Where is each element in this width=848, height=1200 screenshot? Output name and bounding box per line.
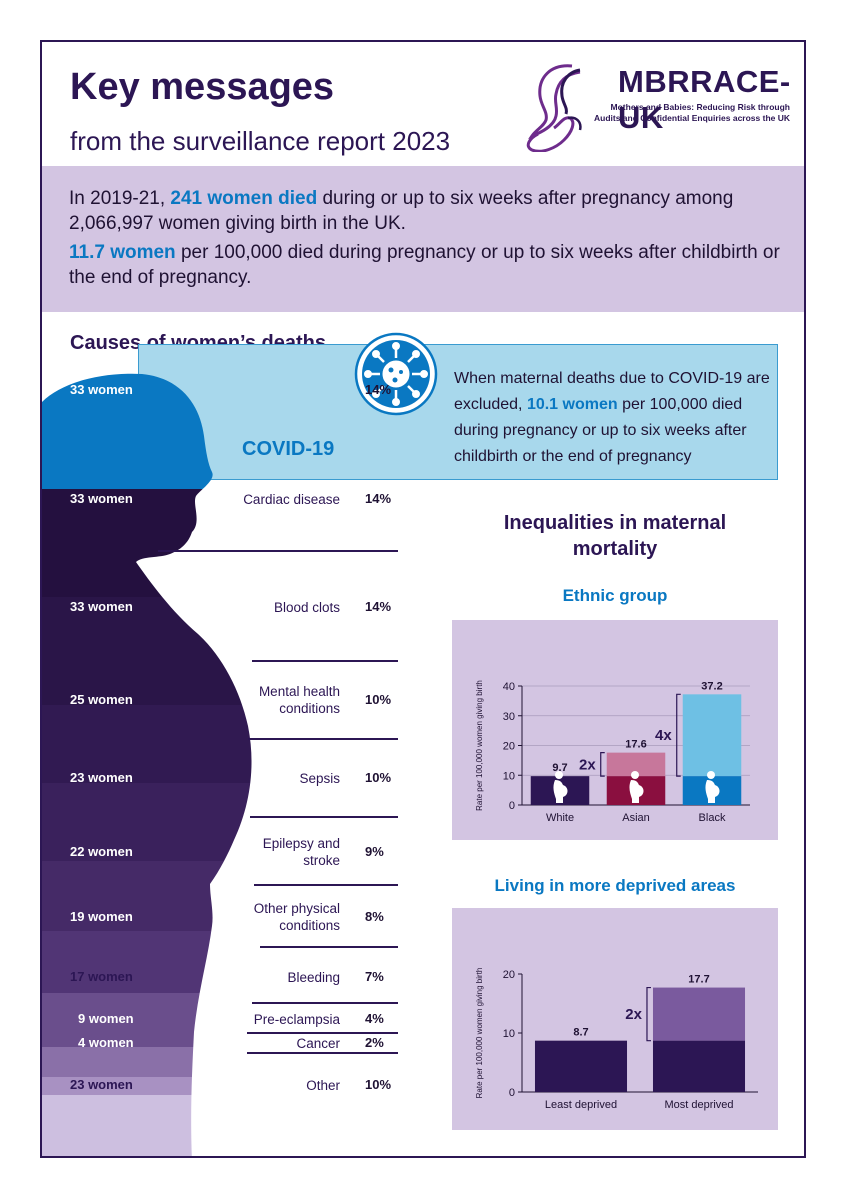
logo-wordmark: MBRRACE-UK bbox=[618, 64, 791, 135]
cause-separator bbox=[247, 1032, 398, 1034]
cause-separator bbox=[250, 816, 398, 818]
cause-count: 23 women bbox=[70, 770, 133, 785]
x-tick-label: Least deprived bbox=[545, 1099, 617, 1111]
page-subtitle: from the surveillance report 2023 bbox=[70, 126, 451, 156]
ethnic-bar-chart: Rate per 100,000 women giving birth 0 10 20… bbox=[475, 680, 750, 824]
multiplier-bracket bbox=[600, 752, 605, 777]
cause-label: Other bbox=[306, 1078, 340, 1093]
y-tick-label: 40 bbox=[503, 681, 515, 693]
ethnic-chart-panel: Rate per 100,000 women giving birth 0 10 20… bbox=[452, 620, 778, 840]
cause-label: Epilepsy and stroke bbox=[262, 836, 340, 868]
mbrrace-logo: MBRRACE-UK Mothers and Babies: Reducing … bbox=[510, 56, 800, 152]
bar-excess bbox=[682, 694, 742, 777]
deprivation-bar-chart: Rate per 100,000 women giving birth 0 10 20… bbox=[475, 968, 758, 1111]
cause-label: COVID-19 bbox=[242, 438, 335, 460]
logo-tagline: Mothers and Babies: Reducing Risk throug… bbox=[594, 102, 790, 123]
covid-note: When maternal deaths due to COVID-19 are… bbox=[454, 370, 770, 465]
x-tick-label: Most deprived bbox=[664, 1099, 733, 1111]
cause-percentage: 14% bbox=[365, 491, 392, 506]
cause-percentage: 10% bbox=[365, 692, 392, 707]
cause-separator bbox=[254, 884, 398, 886]
cause-label: Mental health conditions bbox=[258, 684, 340, 716]
y-tick-label: 20 bbox=[503, 741, 515, 753]
inequalities-title: Inequalities in maternal mortality bbox=[503, 512, 727, 560]
multiplier-label: 2x bbox=[579, 756, 596, 773]
cause-label: Sepsis bbox=[299, 771, 340, 786]
cause-percentage: 10% bbox=[365, 770, 392, 785]
cause-count: 33 women bbox=[70, 599, 133, 614]
infographic-frame: Key messages from the surveillance repor… bbox=[40, 40, 806, 1158]
summary-banner: In 2019-21, 241 women died during or up … bbox=[42, 166, 804, 312]
data-label: 37.2 bbox=[701, 680, 722, 692]
multiplier-bracket bbox=[646, 986, 651, 1042]
cause-percentage: 10% bbox=[365, 1077, 392, 1092]
cause-label: Other physical conditions bbox=[253, 901, 340, 933]
x-tick-label: White bbox=[546, 812, 574, 824]
cause-count: 19 women bbox=[70, 909, 133, 924]
pregnant-woman-icon bbox=[553, 771, 568, 803]
cause-count: 22 women bbox=[70, 844, 133, 859]
deprivation-chart-panel: Rate per 100,000 women giving birth 0 10 20… bbox=[452, 908, 778, 1130]
cause-percentage: 14% bbox=[365, 382, 392, 397]
data-label: 17.6 bbox=[625, 739, 646, 751]
cause-label: Cardiac disease bbox=[243, 492, 340, 507]
multiplier-label: 4x bbox=[655, 727, 672, 744]
cause-separator bbox=[252, 1002, 398, 1004]
summary-line-2: 11.7 women per 100,000 died during pregn… bbox=[69, 242, 780, 288]
data-label: 9.7 bbox=[552, 762, 567, 774]
y-tick-label: 0 bbox=[509, 800, 515, 812]
cause-label: Cancer bbox=[296, 1036, 340, 1051]
covid-callout-box bbox=[138, 344, 778, 480]
mother-baby-icon bbox=[526, 64, 582, 152]
x-tick-label: Asian bbox=[622, 812, 650, 824]
cause-percentage: 7% bbox=[365, 969, 384, 984]
y-axis-label: Rate per 100,000 women giving birth bbox=[475, 968, 484, 1099]
data-label: 8.7 bbox=[573, 1027, 588, 1039]
cause-count: 33 women bbox=[70, 382, 133, 397]
x-tick-label: Black bbox=[699, 812, 726, 824]
cause-percentage: 14% bbox=[365, 599, 392, 614]
cause-separator bbox=[247, 1052, 398, 1054]
bar-excess bbox=[606, 752, 666, 777]
pregnant-woman-icon bbox=[629, 771, 644, 803]
cause-separator bbox=[252, 660, 398, 662]
cause-count: 33 women bbox=[70, 491, 133, 506]
cause-count: 4 women bbox=[78, 1035, 134, 1050]
cause-percentage: 8% bbox=[365, 909, 384, 924]
multiplier-bracket bbox=[676, 693, 681, 777]
virus-icon bbox=[354, 332, 438, 416]
y-tick-label: 30 bbox=[503, 711, 515, 723]
cause-label: Bleeding bbox=[287, 970, 340, 985]
deprivation-chart-title: Living in more deprived areas bbox=[494, 876, 736, 895]
cause-percentage: 9% bbox=[365, 844, 384, 859]
cause-separator bbox=[158, 550, 398, 552]
cause-count: 23 women bbox=[70, 1077, 133, 1092]
ethnic-chart-title: Ethnic group bbox=[562, 586, 668, 605]
cause-label: Blood clots bbox=[273, 600, 340, 615]
y-tick-label: 20 bbox=[503, 969, 515, 981]
pregnant-woman-icon bbox=[705, 771, 720, 803]
cause-label: Pre-eclampsia bbox=[253, 1012, 340, 1027]
bar bbox=[534, 1040, 628, 1092]
cause-count: 9 women bbox=[78, 1011, 134, 1026]
data-label: 17.7 bbox=[688, 974, 709, 986]
bar-excess bbox=[652, 987, 746, 1041]
y-tick-label: 10 bbox=[503, 770, 515, 782]
y-tick-label: 10 bbox=[503, 1028, 515, 1040]
cause-count: 25 women bbox=[70, 692, 133, 707]
cause-count: 17 women bbox=[70, 969, 133, 984]
multiplier-label: 2x bbox=[625, 1006, 642, 1023]
cause-separator bbox=[260, 946, 398, 948]
cause-separator bbox=[248, 738, 398, 740]
summary-line-1: In 2019-21, 241 women died during or up … bbox=[69, 188, 734, 234]
bar bbox=[652, 1040, 746, 1092]
cause-percentage: 2% bbox=[365, 1035, 384, 1050]
page-title: Key messages bbox=[70, 66, 335, 108]
cause-percentage: 4% bbox=[365, 1011, 384, 1026]
y-tick-label: 0 bbox=[509, 1087, 515, 1099]
pregnant-woman-silhouette bbox=[42, 373, 252, 1156]
y-axis-label: Rate per 100,000 women giving birth bbox=[475, 680, 484, 811]
